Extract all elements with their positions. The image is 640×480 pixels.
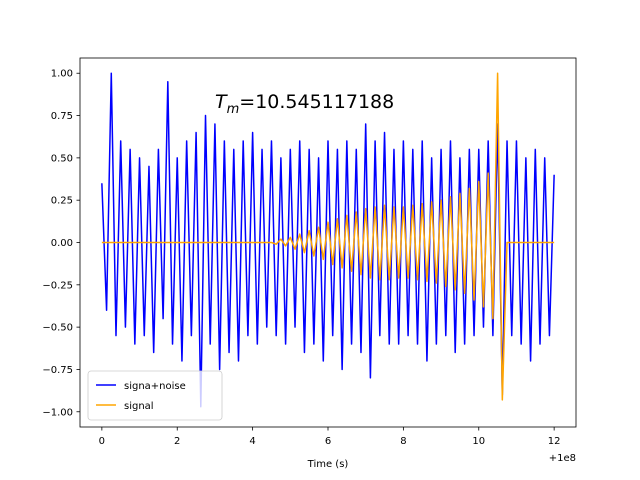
series-line: [101, 72, 555, 408]
y-tick-label: 0.00: [51, 238, 73, 249]
x-tick-label: 6: [325, 436, 331, 447]
x-axis-label: Time (s): [307, 459, 349, 470]
annotation-symbol: T: [215, 91, 228, 113]
series-line: [101, 72, 555, 401]
annotation-subscript: m: [227, 102, 240, 117]
y-tick-label: 0.25: [51, 196, 73, 207]
y-tick-label: −1.00: [42, 407, 73, 418]
legend-label: signa+noise: [124, 381, 186, 392]
annotation: Tm=10.545117188: [215, 91, 394, 117]
y-tick-label: −0.50: [42, 323, 73, 334]
y-tick-label: 0.75: [51, 111, 73, 122]
y-tick-label: −0.25: [42, 280, 73, 291]
legend: signa+noise signal: [87, 370, 223, 421]
legend-label: signal: [124, 401, 154, 412]
plot-area: [101, 72, 555, 408]
legend-box: [87, 370, 223, 421]
x-tick-label: 10: [472, 436, 485, 447]
annotation-text: =10.545117188: [239, 91, 394, 113]
x-tick-label: 2: [174, 436, 180, 447]
x-tick-label: 0: [99, 436, 105, 447]
axes: 0 2 4 6 8 10 12 −1.00 −0.75 −0.50 −0.25 0.00 0.25 0.5…: [42, 69, 560, 447]
x-offset-label: +1e8: [549, 453, 576, 464]
y-tick-label: −0.75: [42, 365, 73, 376]
x-tick-label: 12: [548, 436, 561, 447]
y-tick-label: 0.50: [51, 153, 73, 164]
y-tick-label: 1.00: [51, 69, 73, 80]
x-tick-label: 8: [400, 436, 406, 447]
x-tick-label: 4: [249, 436, 255, 447]
